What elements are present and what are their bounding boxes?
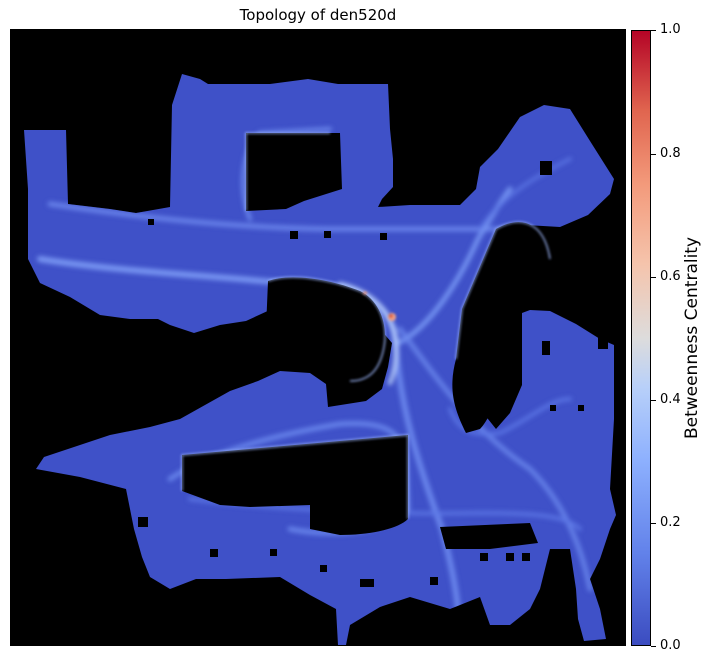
obstacles (24, 133, 608, 587)
obstacle-square-q (360, 579, 374, 587)
ridge-diagonal-a (393, 341, 461, 612)
heatmap-plot (10, 29, 626, 646)
peak-hotspot (363, 291, 396, 321)
colorbar-tick-mark (651, 30, 656, 31)
colorbar-tick-mark (651, 277, 656, 278)
ridge-upper-horizontal (47, 201, 513, 232)
obstacle-square-l (270, 549, 277, 556)
obstacle-square-i (578, 405, 584, 411)
obstacle-bottom-right (440, 523, 538, 549)
colorbar (631, 30, 651, 646)
obstacle-square-p (430, 577, 438, 585)
obstacle-square-j (138, 517, 148, 527)
colorbar-tick-label: 0.8 (660, 146, 681, 161)
obstacle-square-d (380, 233, 387, 240)
ridge-upper-right (478, 157, 572, 231)
heatmap-floor (24, 74, 616, 645)
obstacle-square-n (506, 553, 514, 561)
colorbar-tick-label: 1.0 (660, 22, 681, 37)
chart-title: Topology of den520d (239, 6, 397, 24)
obstacle-square-e (496, 259, 504, 267)
obstacle-central-left (266, 277, 385, 381)
ridge-right-room (448, 397, 572, 436)
colorbar-tick-label: 0.2 (660, 515, 681, 530)
colorbar-tick-mark (651, 400, 656, 401)
obstacle-square-f (542, 341, 550, 355)
colorbar-tick-mark (651, 523, 656, 524)
ridge-diagonal-c (397, 326, 593, 592)
obstacle-square-r (320, 565, 327, 572)
obstacle-square-c (324, 231, 331, 238)
colorbar-tick-label: 0.4 (660, 392, 681, 407)
obstacle-square-s (24, 279, 38, 309)
obstacle-square-g (598, 335, 608, 349)
obstacle-square-a (540, 161, 552, 175)
colorbar-label: Betweenness Centrality (682, 236, 702, 440)
colorbar-tick-label: 0.6 (660, 269, 681, 284)
colorbar-tick-mark (651, 646, 656, 647)
obstacle-edges (181, 132, 551, 519)
obstacle-square-k (210, 549, 218, 557)
obstacle-square-b (290, 231, 298, 239)
colorbar-tick-label: 0.0 (660, 638, 681, 653)
colorbar-tick-mark (651, 154, 656, 155)
obstacle-lower-room (182, 435, 408, 535)
obstacle-square-t (148, 219, 154, 225)
obstacle-square-h (550, 405, 556, 411)
obstacle-upper-room (246, 133, 342, 211)
obstacle-square-o (522, 553, 530, 561)
obstacle-square-m (480, 553, 488, 561)
heatmap-area (10, 29, 626, 646)
